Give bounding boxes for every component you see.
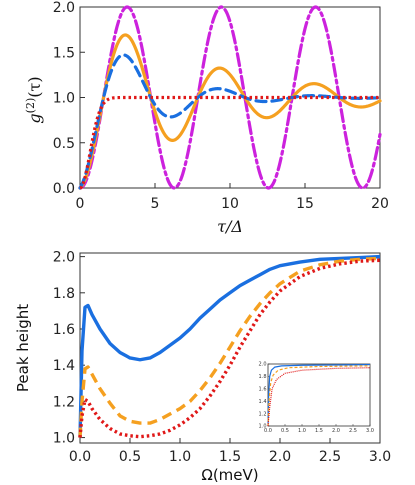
bottom-y-tick-label: 1.6 xyxy=(53,322,75,338)
bottom-x-tick-label: 1.0 xyxy=(169,449,191,465)
top-x-label: τ/Δ xyxy=(217,217,243,236)
inset-x-tick-label: 0.5 xyxy=(281,428,289,434)
inset-x-tick-label: 2.5 xyxy=(349,428,357,434)
bottom-series-dashed xyxy=(78,256,381,438)
top-y-label: g(2)(τ) xyxy=(24,76,44,123)
top-series-solid xyxy=(78,33,382,190)
inset-frame xyxy=(267,363,371,427)
top-chart: 0 5 10 15 20 0.0 0.5 1.0 1.5 2.0 g(2)(τ) τ/Δ xyxy=(24,0,389,236)
top-x-tick-label: 5 xyxy=(151,196,160,212)
inset-y-tick-label: 1.4 xyxy=(259,399,267,405)
inset-chart: 0.0 0.5 1.0 1.5 2.0 2.5 3.0 1.0 1.2 1.4 1.6 1.8 2.0 xyxy=(259,362,374,434)
bottom-series-solid xyxy=(78,254,381,438)
top-series-dashed xyxy=(78,53,382,190)
top-series-dashdot xyxy=(78,5,382,190)
inset-x-tick-label: 1.0 xyxy=(298,428,306,434)
bottom-x-tick-label: 0.5 xyxy=(119,449,141,465)
bottom-x-tick-label: 2.5 xyxy=(319,449,341,465)
inset-y-tick-label: 1.0 xyxy=(259,424,267,430)
bottom-chart: 0.0 0.5 1.0 1.5 2.0 2.5 3.01.01.21.41.61.82.0 … xyxy=(14,250,391,484)
bottom-y-tick-label: 2.0 xyxy=(53,250,75,266)
top-x-tick-label: 15 xyxy=(296,196,314,212)
inset-series-dotted xyxy=(267,367,371,427)
top-x-tick-label: 10 xyxy=(221,196,239,212)
bottom-x-tick-label: 2.0 xyxy=(269,449,291,465)
bottom-x-label: Ω(meV) xyxy=(201,466,258,484)
top-x-tick-label: 0 xyxy=(76,196,85,212)
inset-x-tick-label: 2.0 xyxy=(332,428,340,434)
bottom-y-tick-label: 1.8 xyxy=(53,286,75,302)
bottom-y-label: Peak height xyxy=(14,304,32,392)
inset-x-tick-label: 1.5 xyxy=(315,428,323,434)
inset-x-tick-label: 3.0 xyxy=(366,428,374,434)
inset-y-tick-label: 1.2 xyxy=(259,411,267,417)
inset-series-dashed xyxy=(267,365,371,427)
bottom-x-tick-label: 1.5 xyxy=(219,449,241,465)
top-y-tick-label: 1.0 xyxy=(53,91,75,107)
top-y-tick-label: 0.5 xyxy=(53,136,75,152)
top-series-dotted xyxy=(79,95,380,190)
bottom-y-tick-label: 1.0 xyxy=(53,431,75,447)
bottom-y-tick-label: 1.4 xyxy=(53,358,75,374)
inset-x-tick-label: 0.0 xyxy=(264,428,272,434)
inset-y-tick-label: 1.6 xyxy=(259,387,267,393)
inset-y-tick-label: 2.0 xyxy=(259,362,267,368)
top-y-tick-label: 1.5 xyxy=(53,45,75,61)
bottom-x-tick-label: 3.0 xyxy=(369,449,391,465)
bottom-y-tick-label: 1.2 xyxy=(53,394,75,410)
top-x-tick-label: 20 xyxy=(371,196,389,212)
inset-series-solid xyxy=(267,364,371,427)
top-y-tick-label: 0.0 xyxy=(53,181,75,197)
top-y-label-sup: (2) xyxy=(24,98,37,114)
top-y-label-main: g xyxy=(25,113,44,123)
top-y-tick-label: 2.0 xyxy=(53,0,75,16)
top-y-label-arg: (τ) xyxy=(25,76,44,97)
bottom-x-tick-label: 0.0 xyxy=(69,449,91,465)
inset-y-tick-label: 1.8 xyxy=(259,374,267,380)
